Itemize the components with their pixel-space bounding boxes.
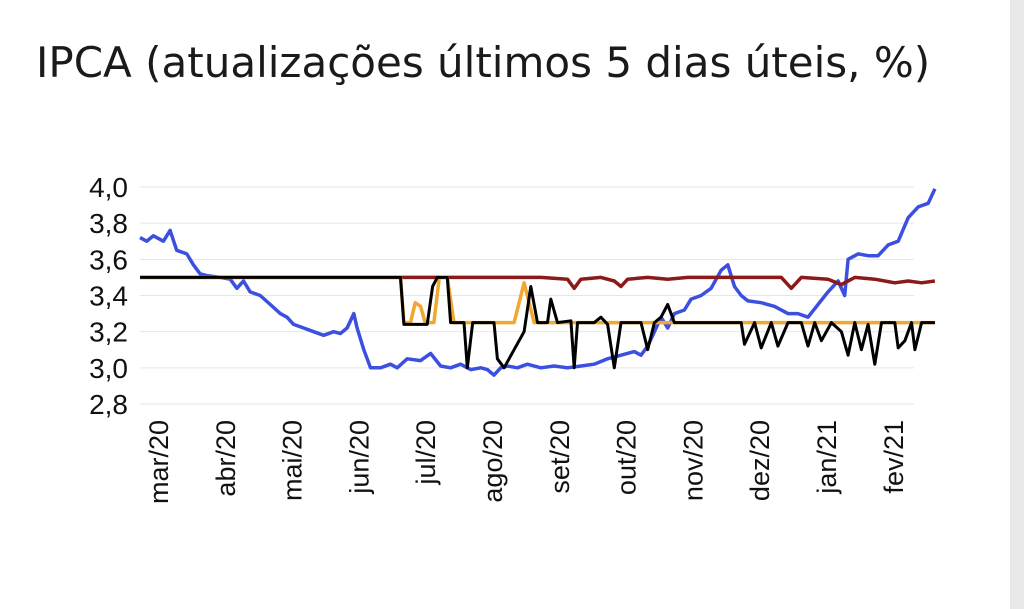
grid-lines <box>140 186 914 405</box>
chart-title: IPCA (atualizações últimos 5 dias úteis,… <box>36 38 931 87</box>
y-tick-label: 3,8 <box>89 208 128 239</box>
x-tick-label: fev/21 <box>879 420 909 494</box>
x-tick-label: jan/21 <box>812 420 842 495</box>
y-tick-label: 3,2 <box>89 317 128 348</box>
x-tick-label: mai/20 <box>278 420 308 501</box>
x-tick-label: ago/20 <box>478 420 508 503</box>
series-lines <box>139 188 937 377</box>
y-tick-label: 4,0 <box>89 172 128 203</box>
y-tick-label: 3,4 <box>89 281 128 312</box>
y-tick-label: 2,8 <box>89 389 128 420</box>
x-tick-label: out/20 <box>612 420 642 495</box>
series-line-3 <box>140 275 935 325</box>
window-edge-strip <box>1010 0 1024 609</box>
x-axis-ticks: mar/20 abr/20 mai/20 jun/20 jul/20 ago/20 set/… <box>144 420 909 504</box>
x-tick-label: dez/20 <box>745 420 775 501</box>
y-axis-ticks: 4,0 3,8 3,6 3,4 3,2 3,0 2,8 <box>89 172 128 420</box>
x-tick-label: set/20 <box>545 420 575 494</box>
y-tick-label: 3,6 <box>89 244 128 275</box>
x-tick-label: nov/20 <box>678 420 708 501</box>
x-tick-label: abr/20 <box>211 420 241 497</box>
x-tick-label: jul/20 <box>411 420 441 486</box>
series-line-1 <box>139 188 937 377</box>
x-tick-label: mar/20 <box>144 420 174 504</box>
y-tick-label: 3,0 <box>89 353 128 384</box>
series-line-2 <box>140 275 936 291</box>
series-line-4 <box>140 275 935 370</box>
x-tick-label: jun/20 <box>344 420 374 495</box>
